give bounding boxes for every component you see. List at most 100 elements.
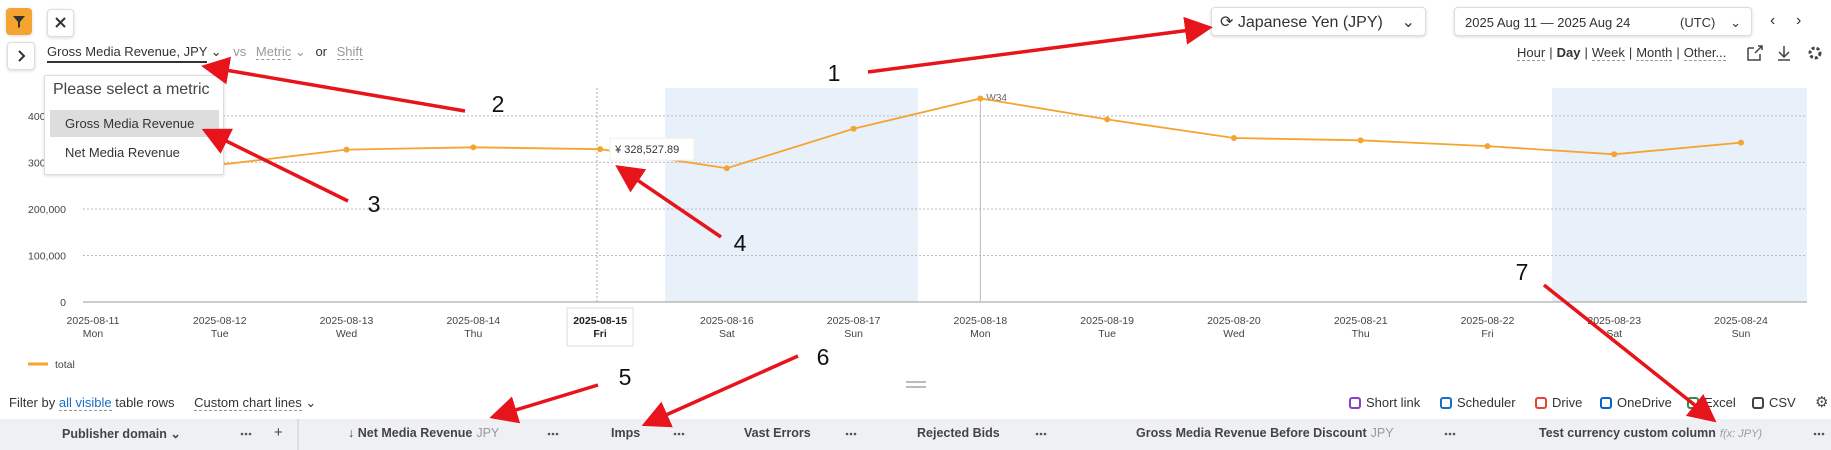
x-tick-weekday: Tue: [211, 328, 229, 340]
x-tick-label: 2025-08-24: [1714, 315, 1768, 327]
caret: ⌄: [1401, 14, 1415, 31]
date-select[interactable]: 2025 Aug 11 — 2025 Aug 24 (UTC) ⌄: [1454, 7, 1752, 36]
point: [1738, 139, 1744, 146]
next-button[interactable]: ›: [1796, 12, 1802, 29]
export-label: Scheduler: [1457, 395, 1516, 410]
caret: ⌄: [1730, 15, 1741, 30]
column-header[interactable]: Publisher domain ⌄: [62, 427, 181, 441]
export-item[interactable]: Scheduler: [1440, 395, 1516, 410]
x-tick-weekday: Fri: [593, 328, 607, 340]
x-tick-label: 2025-08-11: [67, 315, 120, 327]
point: [1104, 116, 1111, 123]
resize-handle[interactable]: [906, 381, 926, 383]
granularity: Hour | Day | Week | Month | Other...: [1517, 45, 1727, 61]
close-button[interactable]: [47, 9, 74, 37]
export-item[interactable]: OneDrive: [1600, 395, 1672, 410]
granularity-option[interactable]: Week: [1591, 45, 1625, 61]
separator: |: [1676, 45, 1680, 60]
granularity-option[interactable]: Day: [1556, 45, 1581, 60]
x-tick-label: 2025-08-16: [700, 315, 754, 327]
granularity-option[interactable]: Month: [1636, 45, 1673, 61]
shift[interactable]: Shift: [336, 44, 363, 60]
column-menu[interactable]: [547, 432, 559, 436]
column-unit: JPY: [476, 426, 500, 440]
column-header[interactable]: Rejected Bids: [917, 426, 1000, 440]
point: [977, 95, 984, 102]
separator: |: [1584, 45, 1588, 60]
x-tick-weekday: Wed: [1223, 328, 1245, 340]
prev-button[interactable]: ‹: [1770, 12, 1776, 29]
export-label: Drive: [1552, 395, 1583, 410]
currency-label: Japanese Yen (JPY): [1237, 14, 1383, 31]
download-icon[interactable]: [1778, 46, 1790, 61]
settings-icon[interactable]: [1808, 46, 1822, 60]
point: [1484, 143, 1491, 150]
x-tick-label: 2025-08-13: [320, 315, 374, 327]
column-menu[interactable]: [1813, 432, 1825, 436]
chart-icons: [1747, 45, 1822, 61]
x-tick-label: 2025-08-19: [1080, 315, 1134, 327]
point: [850, 125, 857, 132]
resize-handle[interactable]: [906, 386, 926, 388]
x-tick-label: 2025-08-22: [1461, 315, 1515, 327]
x-tick-weekday: Sun: [844, 328, 863, 340]
y-tick-label: 0: [60, 297, 66, 309]
column-header[interactable]: ↓ Net Media Revenue JPY: [348, 426, 499, 440]
filter-by: Filter by: [9, 395, 56, 410]
column-header[interactable]: Imps: [611, 426, 640, 440]
column-header[interactable]: Gross Media Revenue Before Discount JPY: [1136, 426, 1394, 440]
x-tick-weekday: Fri: [1481, 328, 1493, 340]
x-tick-weekday: Thu: [464, 328, 482, 340]
custom-lines[interactable]: Custom chart lines: [194, 395, 302, 411]
or: or: [315, 44, 328, 59]
settings-icon[interactable]: ⚙: [1815, 394, 1829, 411]
export-item[interactable]: Short link: [1349, 395, 1420, 410]
filter-button[interactable]: [6, 8, 32, 35]
x-tick-label: 2025-08-15: [573, 315, 627, 327]
x-tick-label: 2025-08-12: [193, 315, 247, 327]
metric-select[interactable]: Gross Media Revenue, JPY: [47, 44, 208, 63]
granularity-option[interactable]: Hour: [1517, 45, 1546, 61]
metric-option[interactable]: Net Media Revenue: [65, 145, 180, 160]
column-label: ↓ Net Media Revenue: [348, 426, 473, 440]
column-menu[interactable]: [1444, 432, 1456, 436]
filter-row: Filter by all visible table rows Custom …: [9, 395, 317, 411]
x-tick-label: 2025-08-17: [827, 315, 881, 327]
point: [470, 144, 477, 151]
x-tick-weekday: Mon: [83, 328, 104, 340]
column-menu[interactable]: [673, 432, 685, 436]
export-item[interactable]: CSV: [1752, 395, 1796, 410]
all-visible[interactable]: all visible: [58, 395, 112, 411]
currency-select[interactable]: ⟳ Japanese Yen (JPY) ⌄: [1211, 7, 1426, 36]
separator: |: [1549, 45, 1553, 60]
filter-icon: [13, 16, 25, 28]
export-item[interactable]: Excel: [1687, 395, 1736, 410]
column-header[interactable]: Test currency custom column f(x: JPY): [1539, 426, 1762, 440]
metric-placeholder[interactable]: Metric: [255, 44, 292, 60]
column-label: Publisher domain: [62, 427, 167, 441]
export-label: CSV: [1769, 395, 1796, 410]
data-label: ¥ 328,527.89: [614, 144, 679, 156]
x-tick-weekday: Wed: [336, 328, 358, 340]
open-icon[interactable]: [1747, 45, 1763, 61]
metric-search[interactable]: Please select a metric: [53, 81, 210, 98]
column-header[interactable]: Vast Errors: [744, 426, 811, 440]
granularity-option[interactable]: Other...: [1683, 45, 1727, 61]
metric-dropdown: Please select a metric Gross Media Reven…: [44, 75, 224, 175]
x-tick-weekday: Thu: [1352, 328, 1370, 340]
x-tick-label: 2025-08-18: [954, 315, 1008, 327]
y-tick-label: 200,000: [28, 204, 66, 216]
column-menu[interactable]: [240, 432, 252, 436]
export-item[interactable]: Drive: [1535, 395, 1582, 410]
column-menu[interactable]: [1035, 432, 1047, 436]
expand-icon: [18, 50, 26, 62]
column-menu[interactable]: [845, 432, 857, 436]
metric-option[interactable]: Gross Media Revenue: [65, 116, 195, 131]
point: [343, 146, 350, 153]
export-icon: [1752, 397, 1764, 409]
x-tick-weekday: Sat: [719, 328, 735, 340]
add-column[interactable]: +: [274, 424, 283, 441]
vs: vs: [233, 44, 247, 59]
expand-button[interactable]: [7, 42, 35, 70]
